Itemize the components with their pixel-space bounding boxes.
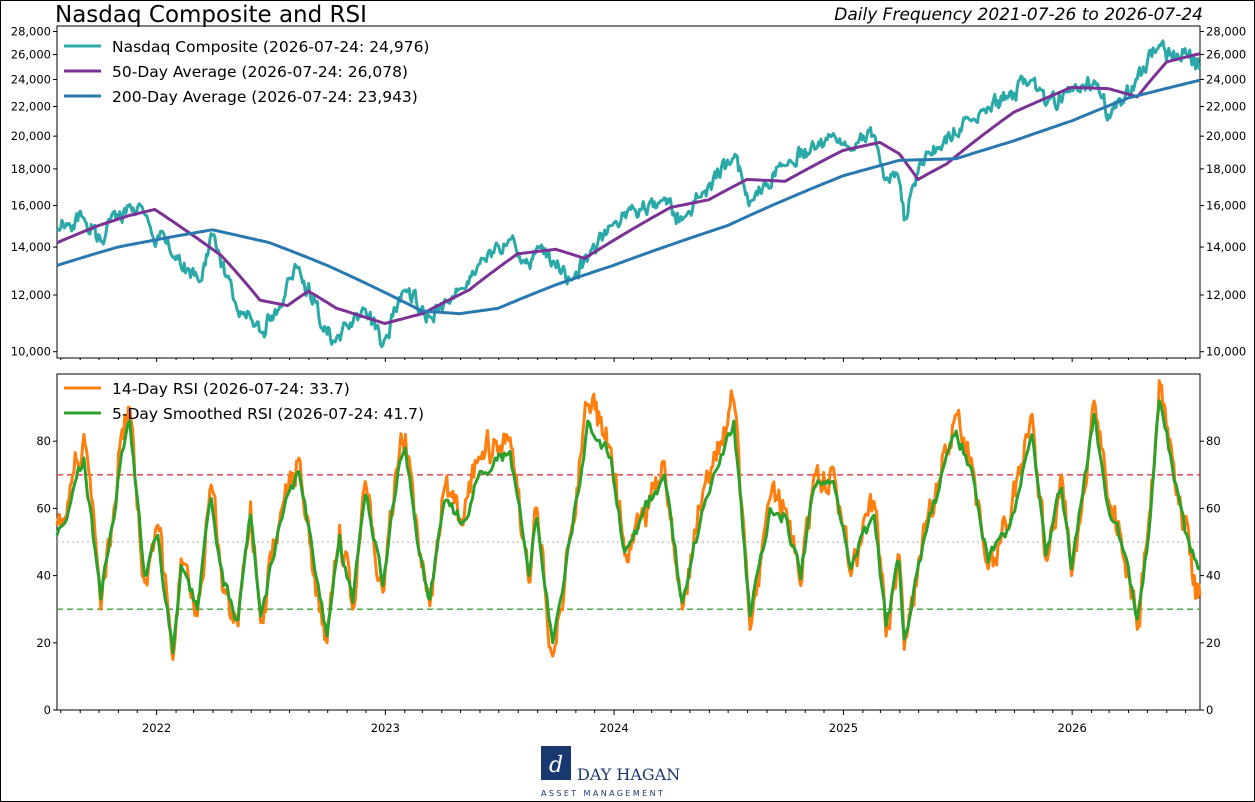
rsi-legend-label: 14-Day RSI (2026-07-24: 33.7) xyxy=(112,380,350,398)
price-ytick-label-left: 22,000 xyxy=(11,100,51,114)
price-ytick-label-right: 18,000 xyxy=(1206,162,1246,176)
two-hundred-day-average-line xyxy=(56,78,1201,316)
chart-title: Nasdaq Composite and RSI xyxy=(55,2,367,28)
rsi-ytick-label-right: 20 xyxy=(1206,636,1221,650)
price-axes-box xyxy=(56,25,1201,359)
rsi-ytick-label-right: 0 xyxy=(1206,703,1213,717)
xtick-label: 2024 xyxy=(599,721,628,735)
price-ytick-label-left: 18,000 xyxy=(11,162,51,176)
fifty-day-average-line xyxy=(56,52,1201,325)
price-ytick-label-left: 26,000 xyxy=(11,48,51,62)
price-ytick-label-right: 16,000 xyxy=(1206,199,1246,213)
price-ytick-label-right: 22,000 xyxy=(1206,100,1246,114)
price-ytick-label-right: 14,000 xyxy=(1206,240,1246,254)
rsi-ytick-label-left: 0 xyxy=(44,703,51,717)
chart-subtitle: Daily Frequency 2021-07-26 to 2026-07-24 xyxy=(834,5,1203,25)
price-legend-label: Nasdaq Composite (2026-07-24: 24,976) xyxy=(112,38,429,56)
price-ytick-label-left: 14,000 xyxy=(11,240,51,254)
logo-mark-glyph: d xyxy=(549,753,563,778)
rsi-ytick-label-right: 40 xyxy=(1206,569,1221,583)
nasdaq-composite-line xyxy=(56,39,1202,349)
price-ytick-label-left: 10,000 xyxy=(11,345,51,359)
xtick-label: 2022 xyxy=(142,721,171,735)
price-ytick-label-left: 16,000 xyxy=(11,199,51,213)
price-ytick-label-right: 28,000 xyxy=(1206,25,1246,39)
rsi-ytick-label-left: 80 xyxy=(36,434,51,448)
price-ytick-label-right: 10,000 xyxy=(1206,345,1246,359)
rsi-ytick-label-right: 80 xyxy=(1206,434,1221,448)
five-day-smoothed-rsi-line xyxy=(55,399,1201,655)
price-legend-label: 50-Day Average (2026-07-24: 26,078) xyxy=(112,63,408,81)
price-ytick-label-right: 12,000 xyxy=(1206,288,1246,302)
logo-name: DAY HAGAN xyxy=(577,765,680,784)
rsi-legend-label: 5-Day Smoothed RSI (2026-07-24: 41.7) xyxy=(112,405,424,423)
price-ytick-label-right: 20,000 xyxy=(1206,129,1246,143)
price-legend-label: 200-Day Average (2026-07-24: 23,943) xyxy=(112,88,418,106)
rsi-ytick-label-left: 40 xyxy=(36,569,51,583)
rsi-ytick-label-left: 60 xyxy=(36,501,51,515)
rsi-ytick-label-right: 60 xyxy=(1206,501,1221,515)
logo-tagline: ASSET MANAGEMENT xyxy=(541,789,665,798)
xtick-label: 2026 xyxy=(1058,721,1087,735)
price-ytick-label-left: 20,000 xyxy=(11,129,51,143)
day-hagan-logo: d DAY HAGAN ASSET MANAGEMENT xyxy=(541,746,680,798)
price-ytick-label-left: 28,000 xyxy=(11,25,51,39)
rsi-panel: 0 0 20 20 40 40 60 60 80 80 14-Day RSI (2026-07-24… xyxy=(36,373,1221,717)
xtick-label: 2025 xyxy=(829,721,858,735)
xtick-label: 2023 xyxy=(371,721,400,735)
rsi-ytick-label-left: 20 xyxy=(36,636,51,650)
price-ytick-label-right: 26,000 xyxy=(1206,48,1246,62)
price-panel: 10,000 10,000 12,000 12,000 14,000 14,000 16,0… xyxy=(11,25,1247,359)
price-ytick-label-left: 24,000 xyxy=(11,72,51,86)
price-ytick-label-right: 24,000 xyxy=(1206,72,1246,86)
logo-mark xyxy=(541,746,571,780)
price-ytick-label-left: 12,000 xyxy=(11,288,51,302)
x-axis: 2022 2023 2024 2025 2026 xyxy=(60,358,1187,735)
